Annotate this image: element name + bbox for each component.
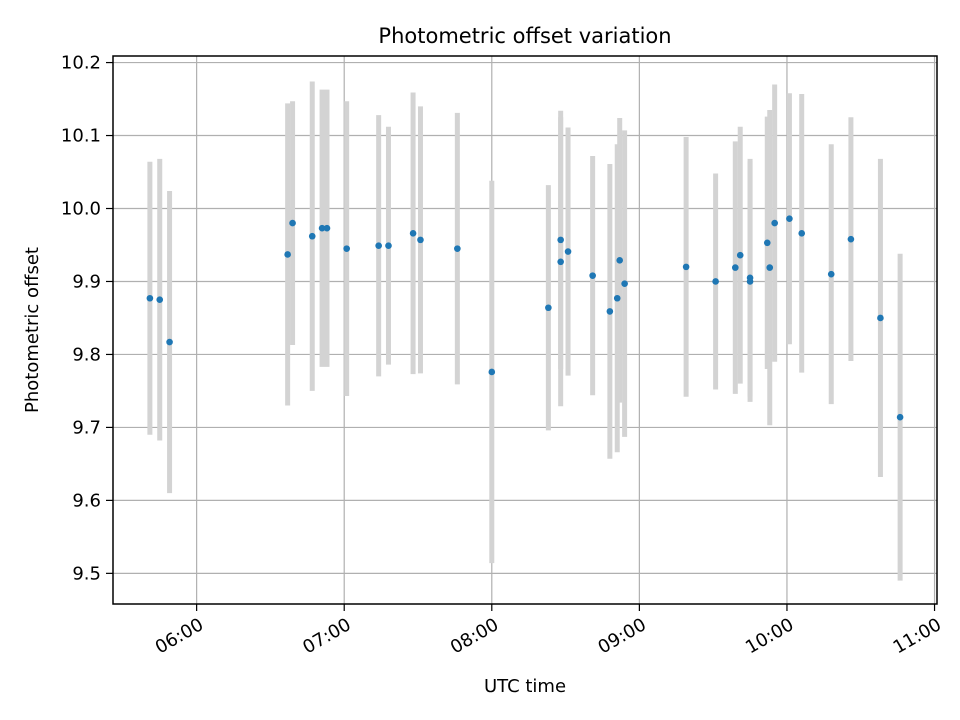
data-point xyxy=(564,248,572,255)
y-tick-label: 9.5 xyxy=(72,563,101,584)
data-point xyxy=(284,251,291,258)
data-point xyxy=(613,294,621,302)
data-point xyxy=(409,230,417,237)
data-point xyxy=(896,413,904,421)
data-point xyxy=(766,264,774,271)
x-axis-title: UTC time xyxy=(484,676,566,697)
data-point xyxy=(621,280,628,287)
data-point xyxy=(545,304,552,312)
data-point xyxy=(454,245,461,252)
data-point xyxy=(343,245,350,252)
data-point xyxy=(827,270,835,278)
data-point xyxy=(318,224,326,232)
data-point xyxy=(385,242,392,250)
data-point xyxy=(877,314,884,322)
y-tick-label: 9.8 xyxy=(72,344,101,365)
data-point xyxy=(746,278,754,285)
y-axis: 9.5 9.6 9.7 9.8 9.9 10.0 10.1 10.2 xyxy=(61,53,113,584)
y-tick-label: 9.7 xyxy=(72,417,101,438)
y-axis-title: Photometric offset xyxy=(22,247,43,413)
data-point xyxy=(375,242,382,250)
chart-title: Photometric offset variation xyxy=(378,24,671,48)
data-point xyxy=(488,368,496,376)
data-point xyxy=(308,232,316,240)
data-point xyxy=(557,258,564,266)
y-tick-label: 10.2 xyxy=(61,53,101,74)
data-point xyxy=(736,251,744,259)
data-point xyxy=(289,219,296,227)
y-tick-label: 10.1 xyxy=(61,126,101,147)
y-tick-label: 9.6 xyxy=(72,490,101,511)
data-point xyxy=(417,236,424,244)
y-tick-label: 10.0 xyxy=(61,199,101,220)
data-point xyxy=(786,215,793,223)
y-tick-label: 9.9 xyxy=(72,271,101,292)
data-point xyxy=(771,219,778,227)
data-point xyxy=(798,230,806,237)
data-points xyxy=(146,215,904,421)
data-point xyxy=(682,263,690,271)
data-point xyxy=(156,296,164,304)
data-point xyxy=(166,338,173,346)
data-point xyxy=(557,236,564,244)
data-point xyxy=(712,278,719,285)
plot-frame xyxy=(112,55,938,605)
data-point xyxy=(763,239,771,247)
data-point xyxy=(323,224,331,232)
data-point xyxy=(146,294,154,302)
data-point xyxy=(606,308,614,315)
data-point xyxy=(589,272,596,279)
data-point xyxy=(732,264,739,271)
data-point xyxy=(616,257,623,264)
data-point xyxy=(847,235,855,243)
